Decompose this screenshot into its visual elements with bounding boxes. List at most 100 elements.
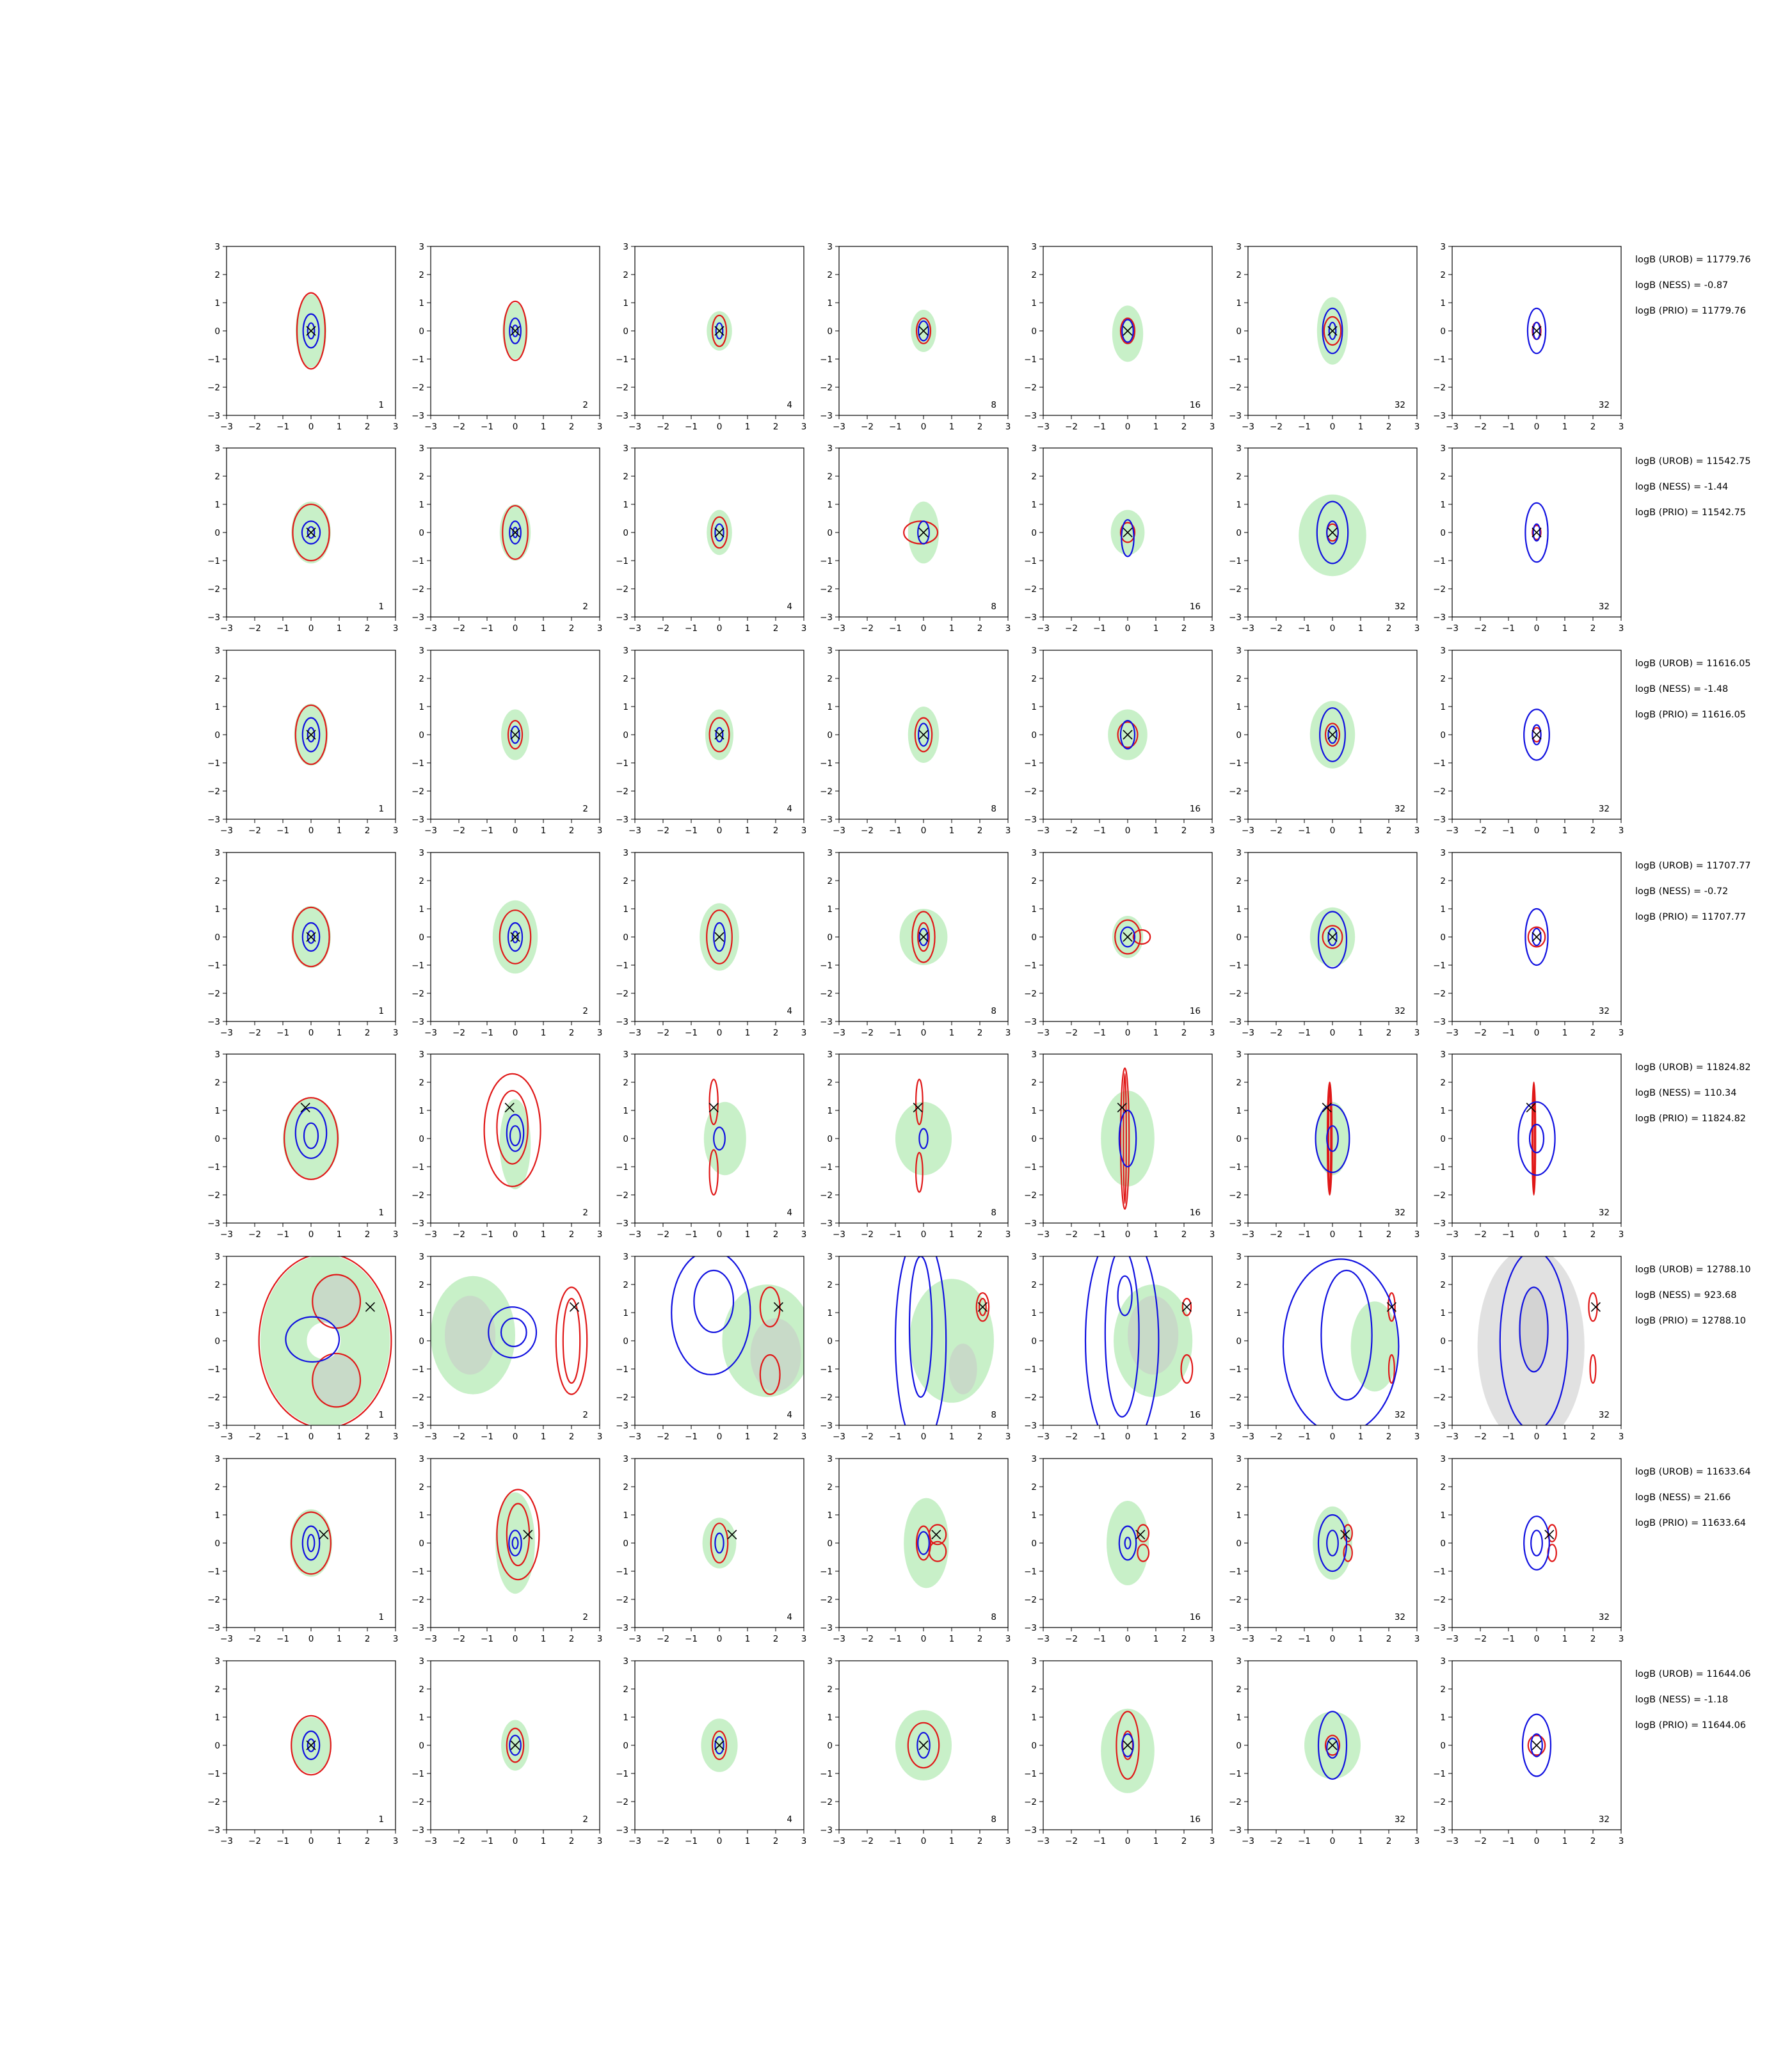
reference-marker [306,730,316,740]
panel-label: 16 [1190,1208,1201,1218]
x-tick-label: 0 [921,826,927,836]
y-tick-label: 2 [1236,1078,1242,1088]
x-tick-label: −2 [1270,1836,1283,1846]
x-tick-label: 1 [337,1634,342,1644]
y-tick-label: −1 [1229,1567,1242,1577]
x-tick-label: −2 [248,422,261,432]
blue-contour [511,324,519,337]
x-tick-label: 0 [717,1028,723,1038]
y-tick-label: 1 [214,904,220,915]
x-tick-label: 0 [513,623,518,634]
panel-label: 1 [378,804,384,814]
y-tick-label: 0 [623,932,628,943]
y-tick-label: −2 [616,584,628,595]
reference-marker [708,1103,719,1113]
x-tick-label: 2 [365,1634,371,1644]
panel-label: 32 [1599,804,1610,814]
reference-marker [773,1302,783,1312]
red-contour [1180,1354,1194,1384]
grey-density-region [312,1353,360,1407]
red-contour [759,1286,781,1328]
y-tick-label: −1 [412,1364,424,1375]
logb-annotation: logB (NESS) = 21.66 [1635,1492,1731,1503]
y-tick-label: −1 [616,1567,628,1577]
blue-contour [713,1126,726,1151]
y-tick-label: 3 [623,242,628,252]
x-tick-label: 1 [949,1229,955,1240]
blue-contour [1524,502,1549,563]
blue-contour [1326,1530,1339,1556]
y-tick-label: −3 [820,612,833,623]
red-contour [711,314,728,348]
reference-marker [1386,1302,1396,1312]
y-tick-label: 0 [827,528,833,538]
y-tick-label: −2 [207,1190,220,1201]
x-tick-label: −1 [481,1432,493,1442]
y-tick-label: −1 [412,1769,424,1779]
red-contour [708,717,730,753]
red-contour [907,1722,940,1769]
panel-label: 2 [582,1006,588,1016]
x-tick-label: 1 [1358,422,1364,432]
blue-contour [307,726,316,743]
x-tick-label: 3 [1414,1432,1420,1442]
x-tick-label: −1 [685,1432,698,1442]
blue-contour [1320,1269,1373,1401]
blue-contour [908,1256,933,1398]
blue-contour [1523,708,1550,761]
x-tick-label: −1 [889,826,902,836]
y-tick-label: 2 [827,876,833,886]
red-contour [258,1256,392,1425]
panel-label: 16 [1190,1006,1201,1016]
y-tick-label: 1 [419,298,424,308]
x-tick-label: −1 [685,1634,698,1644]
blue-contour [1121,519,1135,557]
y-tick-label: −1 [616,355,628,365]
x-tick-label: −2 [1270,1028,1283,1038]
y-tick-label: 0 [1236,1336,1242,1347]
y-tick-label: −3 [1229,1219,1242,1229]
panel-grid: −3 −2 −1 0 1 2 3 −3 −2 −1 0 1 2 3 1 −3 −2 −1 0 1 2 3 −3 −2 −1 0 1 2… [207,242,1624,1846]
x-tick-label: 3 [1005,1432,1011,1442]
x-tick-label: 1 [337,1836,342,1846]
x-tick-label: 2 [1181,1432,1187,1442]
panel-label: 16 [1190,1612,1201,1622]
x-tick-label: −3 [1446,1634,1459,1644]
x-tick-label: 3 [801,1028,807,1038]
x-tick-label: −1 [276,1634,289,1644]
x-tick-label: −1 [276,826,289,836]
x-tick-label: −1 [1298,1634,1311,1644]
green-density-region [895,1101,952,1176]
panel-label: 1 [378,602,384,612]
blue-contour [301,1525,321,1561]
red-contour [291,1715,332,1776]
red-contour [483,1073,541,1187]
y-tick-label: 0 [623,326,628,337]
x-tick-label: −1 [889,1432,902,1442]
y-tick-label: 0 [214,730,220,740]
x-tick-label: 0 [1534,1229,1540,1240]
y-tick-label: 2 [1440,674,1446,684]
reference-marker [1322,1103,1332,1113]
green-density-region [1350,1301,1399,1392]
x-tick-label: −3 [1446,826,1459,836]
blue-contour [1532,927,1542,947]
panel-r1-c1: −3 −2 −1 0 1 2 3 −3 −2 −1 0 1 2 3 1 [207,242,398,432]
x-tick-label: 1 [541,422,547,432]
reference-marker [1123,932,1133,942]
x-tick-label: 3 [393,422,399,432]
logb-annotation: logB (PRIO) = 11542.75 [1635,508,1746,518]
red-contour [496,1090,529,1165]
panel-r4-c4: −3 −2 −1 0 1 2 3 −3 −2 −1 0 1 2 3 8 [820,848,1011,1038]
panel-label: 4 [787,1814,792,1825]
x-tick-label: −3 [1037,1836,1050,1846]
y-tick-label: 3 [1440,1252,1446,1262]
x-tick-label: −1 [1502,1634,1515,1644]
y-tick-label: −2 [820,1595,833,1605]
y-tick-label: −1 [412,758,424,769]
y-tick-label: 3 [1031,1252,1037,1262]
x-tick-label: 0 [1125,1028,1131,1038]
x-tick-label: −3 [628,422,641,432]
plot-area [1313,1506,1353,1580]
reference-marker [319,1530,329,1540]
